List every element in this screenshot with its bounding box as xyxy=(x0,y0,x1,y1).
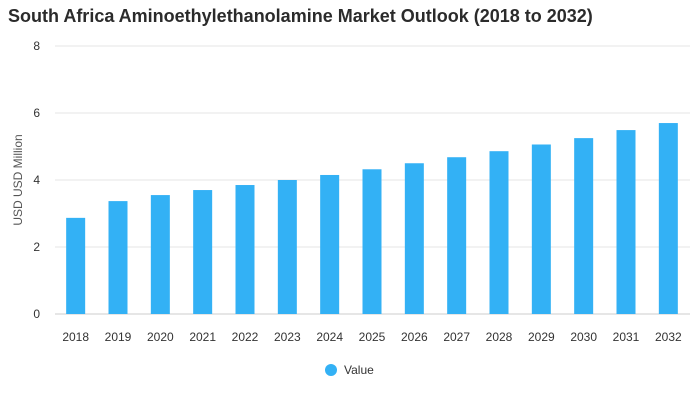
x-tick-label: 2021 xyxy=(189,330,216,344)
x-tick-label: 2018 xyxy=(62,330,89,344)
x-tick-label: 2031 xyxy=(613,330,640,344)
legend-label: Value xyxy=(344,363,374,377)
y-tick-label: 4 xyxy=(33,173,40,187)
x-tick-label: 2032 xyxy=(655,330,682,344)
bar-2025[interactable] xyxy=(362,169,382,314)
bar-2032[interactable] xyxy=(658,123,678,314)
bar-2019[interactable] xyxy=(108,201,128,314)
bar-2018[interactable] xyxy=(66,217,86,314)
x-tick-label: 2026 xyxy=(401,330,428,344)
bars xyxy=(66,123,678,314)
x-tick-label: 2029 xyxy=(528,330,555,344)
y-axis-label: USD USD Million xyxy=(11,134,25,225)
bar-2027[interactable] xyxy=(447,157,467,314)
x-tick-label: 2024 xyxy=(316,330,343,344)
bar-2024[interactable] xyxy=(320,174,340,314)
bar-2030[interactable] xyxy=(574,138,594,314)
bar-2029[interactable] xyxy=(531,144,551,314)
y-tick-label: 8 xyxy=(33,39,40,53)
x-tick-label: 2019 xyxy=(105,330,132,344)
bar-2022[interactable] xyxy=(235,185,255,314)
x-tick-label: 2025 xyxy=(359,330,386,344)
legend[interactable]: Value xyxy=(325,363,374,377)
bar-2021[interactable] xyxy=(193,190,213,314)
bar-2031[interactable] xyxy=(616,130,636,314)
bar-2023[interactable] xyxy=(277,180,297,314)
x-tick-label: 2028 xyxy=(486,330,513,344)
y-tick-label: 0 xyxy=(33,307,40,321)
y-axis-ticks: 0 2 4 6 8 xyxy=(33,39,40,321)
x-tick-label: 2023 xyxy=(274,330,301,344)
x-tick-label: 2030 xyxy=(570,330,597,344)
x-tick-label: 2020 xyxy=(147,330,174,344)
x-tick-label: 2022 xyxy=(232,330,259,344)
bar-2028[interactable] xyxy=(489,151,509,314)
legend-marker xyxy=(325,364,337,376)
bar-2026[interactable] xyxy=(404,163,424,314)
x-axis-ticks: 2018 2019 2020 2021 2022 2023 2024 2025 2026 2027… xyxy=(62,330,682,344)
bar-2020[interactable] xyxy=(150,195,170,314)
y-tick-label: 2 xyxy=(33,240,40,254)
x-tick-label: 2027 xyxy=(443,330,470,344)
y-tick-label: 6 xyxy=(33,106,40,120)
chart-title: South Africa Aminoethylethanolamine Mark… xyxy=(8,6,593,26)
